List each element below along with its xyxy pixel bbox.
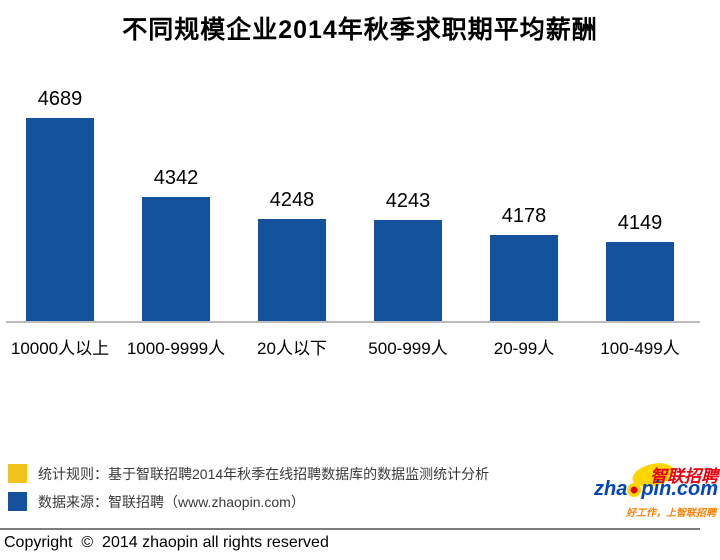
- zhaopin-logo: 智联招聘 zha pin.com 好工作，上智联招聘: [594, 459, 718, 526]
- legend-swatch-blue: [8, 492, 27, 511]
- x-axis-labels: 10000人以上 1000-9999人 20人以下 500-999人 20-99人 100…: [2, 334, 698, 359]
- x-axis-label: 1000-9999人: [126, 339, 226, 358]
- logo-domain-right: pin.com: [641, 478, 718, 500]
- logo-dot-icon: [627, 482, 642, 497]
- logo-slogan: 好工作，上智联招聘: [626, 508, 716, 519]
- bar-column: 4342: [118, 82, 234, 322]
- bar-value-label: 4342: [153, 167, 199, 189]
- bar-value-label: 4149: [617, 212, 663, 234]
- bar-column: 4149: [582, 82, 698, 322]
- bar: [258, 219, 326, 322]
- bar: [26, 118, 94, 322]
- bar-column: 4248: [234, 82, 350, 322]
- logo-domain-left: zha: [593, 478, 628, 500]
- bar-column: 4689: [2, 82, 118, 322]
- logo-domain-text: zha pin.com: [594, 478, 718, 501]
- footer-divider: [0, 528, 700, 530]
- bar-value-label: 4178: [501, 205, 547, 227]
- copyright-text: Copyright © 2014 zhaopin all rights rese…: [4, 534, 329, 551]
- bar: [606, 242, 674, 322]
- bar: [142, 197, 210, 322]
- chart-title: 不同规模企业2014年秋季求职期平均薪酬: [122, 16, 598, 44]
- plot-area: 4689 4342 4248 4243 4178 4149: [2, 82, 698, 322]
- legend-swatch-yellow: [8, 464, 27, 483]
- bar-value-label: 4689: [37, 88, 83, 110]
- bar-column: 4178: [466, 82, 582, 322]
- x-axis-label: 20-99人: [493, 339, 555, 358]
- legend-text-source: 数据来源：智联招聘（www.zhaopin.com）: [38, 494, 305, 510]
- bar-column: 4243: [350, 82, 466, 322]
- x-axis-label: 100-499人: [600, 339, 680, 358]
- x-axis-label: 500-999人: [368, 339, 448, 358]
- legend-text-rule: 统计规则：基于智联招聘2014年秋季在线招聘数据库的数据监测统计分析: [38, 466, 490, 482]
- x-axis-label: 10000人以上: [10, 339, 110, 358]
- bar-value-label: 4243: [385, 190, 431, 212]
- x-axis-line: [6, 321, 700, 323]
- bar: [490, 235, 558, 322]
- logo-brand-chinese: 智联招聘: [650, 467, 718, 486]
- bar-value-label: 4248: [269, 189, 315, 211]
- bar: [374, 220, 442, 322]
- x-axis-label: 20人以下: [257, 339, 327, 358]
